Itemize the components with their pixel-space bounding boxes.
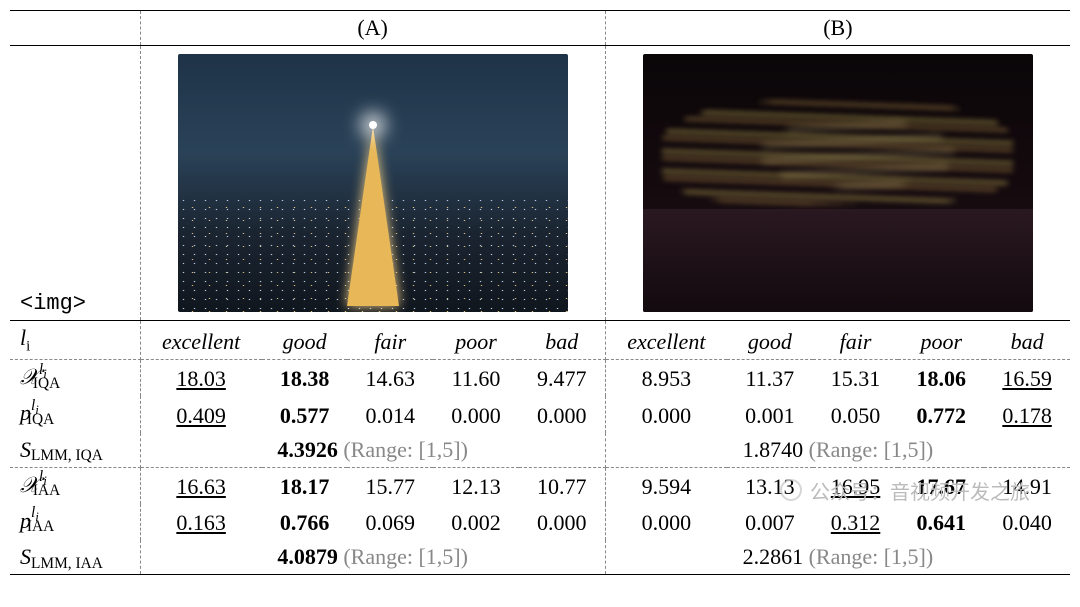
- row-piqa: pliIQA 0.409 0.577 0.014 0.000 0.000 0.0…: [10, 396, 1070, 432]
- B-lvl-1: good: [727, 321, 813, 360]
- B-lvl-0: excellent: [605, 321, 727, 360]
- header-blank: [10, 11, 140, 46]
- thumb-a-placeholder: [178, 54, 568, 312]
- B-siqa: 1.8740 (Range: [1,5]): [605, 433, 1070, 468]
- A-piqa-3: 0.000: [433, 396, 519, 432]
- A-xiaa-0: 16.63: [140, 467, 262, 504]
- header-B: (B): [605, 11, 1070, 46]
- A-piaa-2: 0.069: [347, 504, 433, 540]
- A-piaa-0: 0.163: [140, 504, 262, 540]
- A-xiaa-4: 10.77: [519, 467, 605, 504]
- B-xiaa-3: 17.67: [898, 467, 984, 504]
- B-xiaa-1: 13.13: [727, 467, 813, 504]
- A-lvl-4: bad: [519, 321, 605, 360]
- B-xiqa-3: 18.06: [898, 360, 984, 397]
- row-siqa: SLMM, IQA 4.3926 (Range: [1,5]) 1.8740 (…: [10, 433, 1070, 468]
- row-li: li excellent good fair poor bad excellen…: [10, 321, 1070, 360]
- A-siaa: 4.0879 (Range: [1,5]): [140, 540, 605, 575]
- A-xiaa-1: 18.17: [262, 467, 348, 504]
- img-tag-label: <img>: [10, 46, 140, 321]
- B-piaa-0: 0.000: [605, 504, 727, 540]
- label-piqa: pliIQA: [10, 396, 140, 432]
- B-siaa: 2.2861 (Range: [1,5]): [605, 540, 1070, 575]
- B-xiqa-2: 15.31: [813, 360, 899, 397]
- label-xiaa: 𝒳liIAA: [10, 467, 140, 504]
- B-xiqa-1: 11.37: [727, 360, 813, 397]
- B-piaa-4: 0.040: [984, 504, 1070, 540]
- A-xiaa-2: 15.77: [347, 467, 433, 504]
- B-lvl-3: poor: [898, 321, 984, 360]
- A-piqa-1: 0.577: [262, 396, 348, 432]
- A-piaa-1: 0.766: [262, 504, 348, 540]
- B-xiqa-4: 16.59: [984, 360, 1070, 397]
- A-lvl-2: fair: [347, 321, 433, 360]
- A-lvl-0: excellent: [140, 321, 262, 360]
- A-xiqa-3: 11.60: [433, 360, 519, 397]
- header-A: (A): [140, 11, 605, 46]
- B-piaa-2: 0.312: [813, 504, 899, 540]
- label-piaa: pliIAA: [10, 504, 140, 540]
- A-piaa-4: 0.000: [519, 504, 605, 540]
- B-xiaa-2: 16.95: [813, 467, 899, 504]
- row-xiqa: 𝒳liIQA 18.03 18.38 14.63 11.60 9.477 8.9…: [10, 360, 1070, 397]
- label-li: li: [10, 321, 140, 360]
- header-row: (A) (B): [10, 11, 1070, 46]
- A-siqa: 4.3926 (Range: [1,5]): [140, 433, 605, 468]
- A-piqa-0: 0.409: [140, 396, 262, 432]
- A-piqa-2: 0.014: [347, 396, 433, 432]
- row-xiaa: 𝒳liIAA 16.63 18.17 15.77 12.13 10.77 9.5…: [10, 467, 1070, 504]
- B-piqa-3: 0.772: [898, 396, 984, 432]
- A-piqa-4: 0.000: [519, 396, 605, 432]
- B-piaa-1: 0.007: [727, 504, 813, 540]
- A-xiaa-3: 12.13: [433, 467, 519, 504]
- B-lvl-2: fair: [813, 321, 899, 360]
- label-siaa: SLMM, IAA: [10, 540, 140, 575]
- A-lvl-3: poor: [433, 321, 519, 360]
- A-piaa-3: 0.002: [433, 504, 519, 540]
- A-xiqa-4: 9.477: [519, 360, 605, 397]
- B-piqa-0: 0.000: [605, 396, 727, 432]
- thumb-b-placeholder: [643, 54, 1033, 312]
- row-siaa: SLMM, IAA 4.0879 (Range: [1,5]) 2.2861 (…: [10, 540, 1070, 575]
- image-row: <img>: [10, 46, 1070, 321]
- B-xiqa-0: 8.953: [605, 360, 727, 397]
- image-B: [605, 46, 1070, 321]
- B-xiaa-4: 14.91: [984, 467, 1070, 504]
- label-siqa: SLMM, IQA: [10, 433, 140, 468]
- results-table: (A) (B) <img> li excellent good fair poo…: [10, 10, 1070, 575]
- A-xiqa-0: 18.03: [140, 360, 262, 397]
- label-xiqa: 𝒳liIQA: [10, 360, 140, 397]
- A-xiqa-2: 14.63: [347, 360, 433, 397]
- A-xiqa-1: 18.38: [262, 360, 348, 397]
- B-piaa-3: 0.641: [898, 504, 984, 540]
- B-piqa-2: 0.050: [813, 396, 899, 432]
- B-piqa-1: 0.001: [727, 396, 813, 432]
- B-piqa-4: 0.178: [984, 396, 1070, 432]
- B-xiaa-0: 9.594: [605, 467, 727, 504]
- row-piaa: pliIAA 0.163 0.766 0.069 0.002 0.000 0.0…: [10, 504, 1070, 540]
- figure-table: (A) (B) <img> li excellent good fair poo…: [10, 10, 1070, 575]
- B-lvl-4: bad: [984, 321, 1070, 360]
- image-A: [140, 46, 605, 321]
- A-lvl-1: good: [262, 321, 348, 360]
